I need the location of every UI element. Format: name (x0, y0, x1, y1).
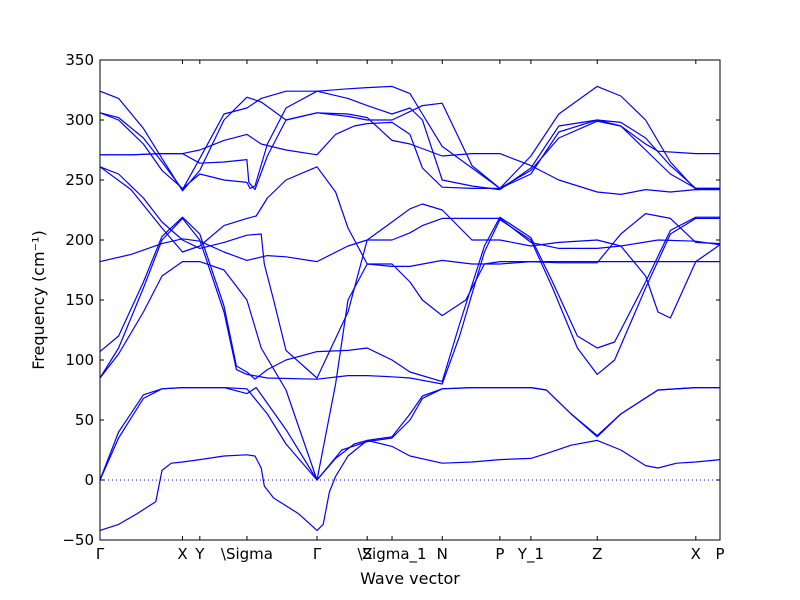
x-tick-label: \Sigma (221, 545, 273, 563)
y-tick-label: 50 (75, 411, 94, 429)
x-tick-label: P (715, 545, 724, 563)
y-tick-label: 150 (65, 291, 94, 309)
x-tick-label: Y (194, 545, 205, 563)
band-4 (99, 217, 720, 385)
y-tick-label: 250 (65, 171, 94, 189)
band-5 (99, 216, 720, 383)
band-8 (99, 166, 721, 379)
y-tick-label: 100 (65, 351, 94, 369)
x-tick-label: Y_1 (517, 545, 544, 564)
x-tick-label: Γ (96, 545, 105, 563)
x-tick-label: N (437, 545, 448, 563)
x-tick-label: \Sigma_1 (357, 545, 426, 564)
x-tick-label: X (177, 545, 187, 563)
y-axis-label: Frequency (cm⁻¹) (29, 230, 48, 369)
x-tick-label: Z (362, 545, 372, 563)
y-axis-ticks: −50 0 50 100 150 200 250 300 350 (62, 51, 720, 549)
y-tick-label: −50 (62, 531, 94, 549)
x-tick-label: X (691, 545, 701, 563)
x-axis-label: Wave vector (360, 569, 460, 588)
band-7 (99, 217, 721, 263)
band-14 (99, 90, 720, 191)
x-tick-label: Γ (313, 545, 322, 563)
x-tick-label: P (495, 545, 504, 563)
band-9 (99, 166, 721, 267)
band-3 (99, 439, 721, 532)
x-axis-ticks: Γ X Y \Sigma Γ Z\Sigma_1 N P Y_1 Z X P (96, 60, 725, 564)
y-tick-label: 0 (84, 471, 94, 489)
band-13 (99, 90, 720, 192)
band-1 (99, 387, 720, 481)
y-tick-label: 350 (65, 51, 94, 69)
band-6 (99, 261, 720, 481)
band-12 (99, 85, 721, 191)
y-tick-label: 200 (65, 231, 94, 249)
band-11 (100, 112, 720, 195)
dispersion-curves (99, 85, 721, 532)
y-tick-label: 300 (65, 111, 94, 129)
x-tick-label: Z (592, 545, 602, 563)
band-2 (99, 387, 720, 481)
